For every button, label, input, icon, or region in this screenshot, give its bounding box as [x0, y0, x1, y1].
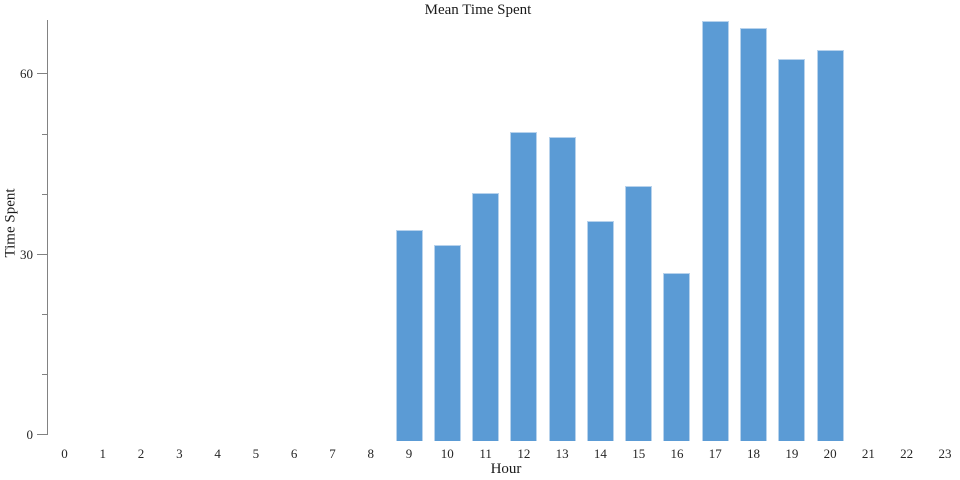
bar-hour-20: [816, 50, 844, 441]
x-tick-label-5: 5: [252, 446, 260, 461]
x-axis-label: Hour: [490, 461, 522, 477]
y-axis-spine: [47, 20, 48, 435]
y-minor-tick-50: [42, 133, 47, 135]
x-tick-label-23: 23: [938, 446, 952, 461]
x-tick-label-18: 18: [747, 446, 761, 461]
x-tick-label-20: 20: [823, 446, 837, 461]
bar-hour-13: [548, 137, 576, 441]
x-tick-label-11: 11: [479, 446, 492, 461]
x-tick-label-4: 4: [214, 446, 221, 461]
x-tick-label-9: 9: [405, 446, 413, 461]
y-minor-tick-20: [42, 313, 47, 315]
x-tick-label-10: 10: [440, 446, 454, 461]
x-tick-label-6: 6: [290, 446, 298, 461]
y-minor-tick-10: [42, 373, 47, 375]
bar-hour-16: [663, 273, 691, 441]
bar-hour-19: [778, 58, 806, 441]
x-tick-label-3: 3: [176, 446, 183, 461]
bar-hour-10: [433, 245, 461, 441]
x-tick-label-8: 8: [367, 446, 374, 461]
y-major-tick-60: [37, 73, 47, 75]
x-tick-label-16: 16: [670, 446, 684, 461]
x-tick-label-7: 7: [329, 446, 336, 461]
bar-hour-17: [701, 21, 729, 441]
x-tick-label-1: 1: [99, 446, 107, 461]
bar-hour-18: [740, 28, 768, 441]
bar-hour-9: [395, 229, 423, 441]
y-tick-label-60: 60: [20, 66, 33, 82]
bar-hour-14: [586, 220, 614, 441]
x-tick-label-22: 22: [900, 446, 914, 461]
x-tick-label-21: 21: [861, 446, 875, 461]
x-tick-label-12: 12: [517, 446, 531, 461]
y-tick-label-30: 30: [20, 246, 33, 262]
y-major-tick-0: [37, 434, 47, 435]
chart-title: Mean Time Spent: [424, 2, 532, 18]
x-tick-label-19: 19: [785, 446, 799, 461]
x-tick-label-15: 15: [632, 446, 646, 461]
y-minor-tick-40: [42, 193, 47, 195]
bar-hour-15: [625, 186, 653, 441]
y-tick-label-0: 0: [26, 427, 34, 442]
x-tick-label-17: 17: [708, 446, 722, 461]
x-tick-label-0: 0: [61, 446, 68, 461]
x-tick-label-2: 2: [137, 446, 145, 461]
bar-hour-11: [472, 193, 500, 441]
x-tick-label-13: 13: [555, 446, 569, 461]
x-tick-label-14: 14: [593, 446, 607, 461]
bar-hour-12: [510, 132, 538, 441]
y-major-tick-30: [37, 253, 47, 255]
